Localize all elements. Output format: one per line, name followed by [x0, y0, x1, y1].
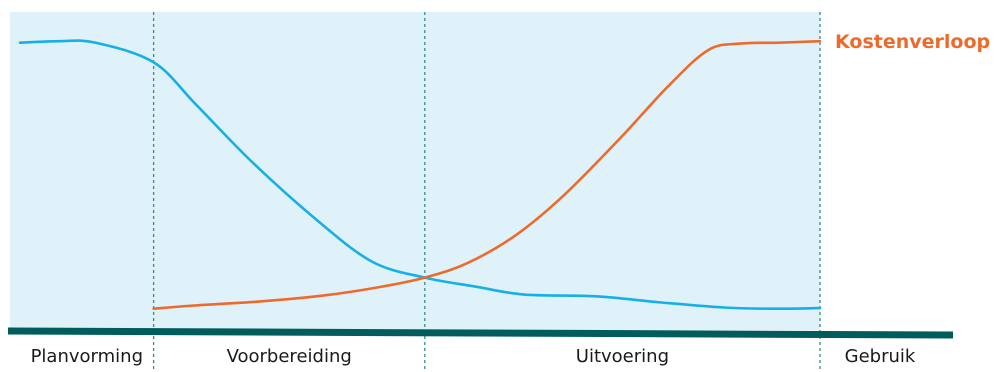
- phase-label-voorbereiding: Voorbereiding: [227, 346, 352, 367]
- series-line-kostenverloop: [152, 39, 822, 311]
- phase-label-planvorming: Planvorming: [31, 346, 143, 367]
- plot-background: [10, 12, 820, 330]
- series-label-kostenverloop: Kostenverloop: [835, 31, 990, 53]
- series-line-1: [18, 39, 822, 311]
- phase-label-gebruik: Gebruik: [845, 346, 916, 367]
- phase-label-uitvoering: Uitvoering: [576, 346, 669, 367]
- baseline-axis: [7, 327, 954, 339]
